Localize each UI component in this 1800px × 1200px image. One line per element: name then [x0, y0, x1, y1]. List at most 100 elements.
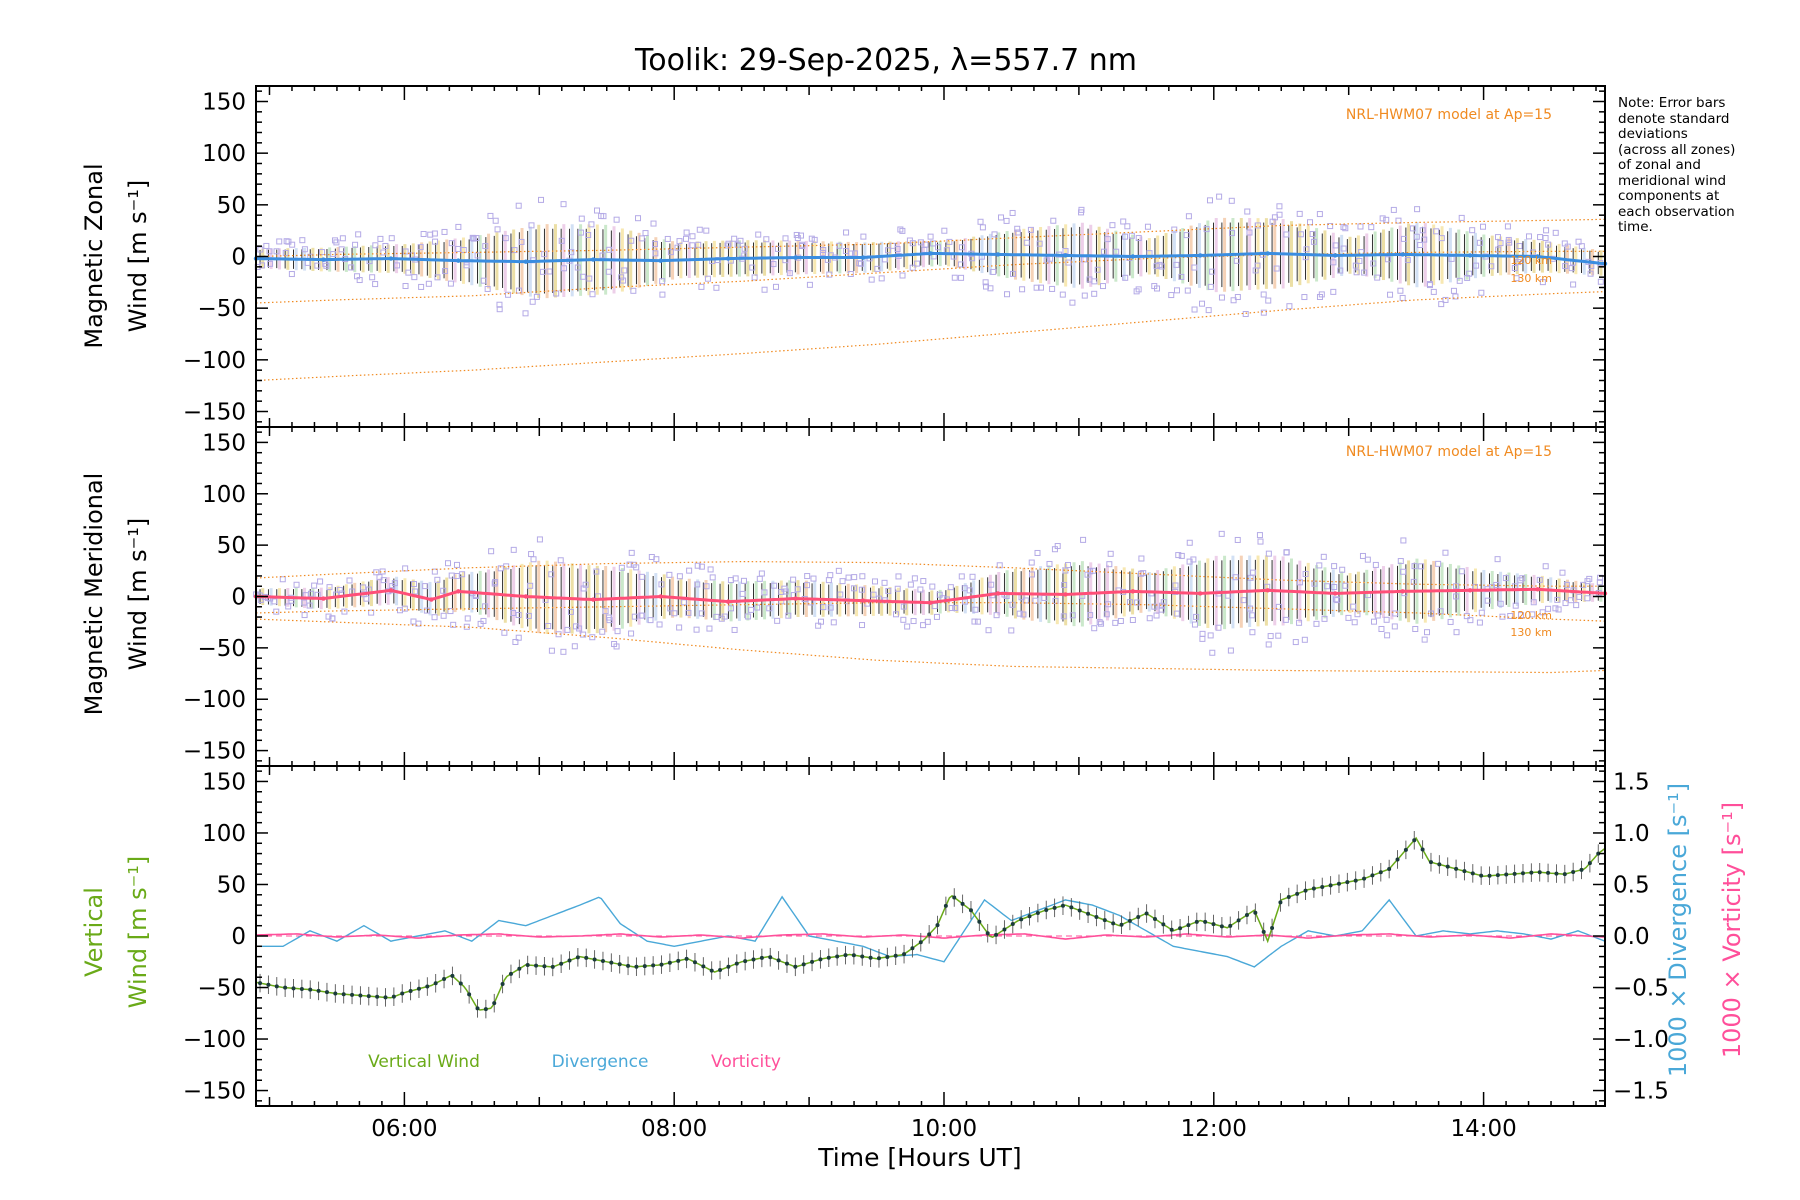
vertical-ytick-label: 100: [202, 821, 246, 847]
legend-vertical-wind: Vertical Wind: [368, 1052, 480, 1072]
zonal-zone-point: [620, 277, 627, 284]
zonal-zone-point: [659, 291, 666, 298]
zonal-zone-point: [664, 235, 671, 242]
vertical-wind-point: [500, 982, 505, 987]
zonal-zone-point: [630, 287, 637, 294]
zonal-zone-point: [1254, 222, 1261, 229]
vertical-wind-point: [1086, 911, 1091, 916]
meridional-zone-point: [721, 613, 728, 620]
zonal-zone-point: [826, 271, 833, 278]
vertical-wind-point: [1579, 867, 1584, 872]
note-line: deviations: [1618, 126, 1688, 142]
meridional-wind-point: [1467, 588, 1473, 593]
zonal-zone-point: [539, 268, 546, 275]
meridional-zone-point: [1435, 560, 1442, 567]
meridional-zone-point: [515, 612, 522, 619]
meridional-zone-point: [988, 581, 995, 588]
meridional-zone-point: [545, 623, 552, 630]
meridional-zone-point: [785, 612, 792, 619]
zonal-zone-point: [1356, 257, 1363, 264]
zonal-zone-point: [894, 246, 901, 253]
zonal-zone-point: [372, 242, 379, 249]
vertical-wind-point: [968, 908, 973, 913]
meridional-ylabel-line1: Magnetic Meridional: [80, 473, 108, 716]
vertical-wind-point: [1186, 923, 1191, 928]
meridional-zone-point: [859, 622, 866, 629]
meridional-zone-point: [630, 561, 637, 568]
zonal-zone-point: [1191, 306, 1198, 313]
zonal-zone-point: [843, 229, 850, 236]
meridional-zone-point: [686, 567, 693, 574]
meridional-zone-point: [341, 608, 348, 615]
vertical-wind-point: [1387, 867, 1392, 872]
zonal-wind-point: [1467, 253, 1473, 258]
zonal-zone-point: [1399, 294, 1406, 301]
vertical-wind-point: [893, 953, 898, 958]
meridional-zone-point: [571, 643, 578, 650]
vertical-wind-point: [626, 963, 631, 968]
vertical-wind-point: [784, 961, 789, 966]
meridional-zone-point: [666, 571, 673, 578]
zonal-zone-point: [1552, 229, 1559, 236]
zonal-zone-point: [713, 284, 720, 291]
meridional-zone-point: [647, 617, 654, 624]
meridional-zone-point: [1418, 563, 1425, 570]
meridional-zone-point: [389, 583, 396, 590]
zonal-zone-point: [856, 260, 863, 267]
zonal-model-label: NRL-HWM07 model at Ap=15: [1346, 107, 1552, 123]
zonal-zone-point: [1144, 223, 1151, 230]
meridional-zone-point: [1411, 563, 1418, 570]
zonal-zone-point: [1091, 278, 1098, 285]
meridional-zone-point: [676, 624, 683, 631]
zonal-zone-point: [941, 227, 948, 234]
zonal-zone-point: [884, 247, 891, 254]
zonal-zone-point: [1184, 287, 1191, 294]
zonal-zone-point: [528, 222, 535, 229]
zonal-zone-point: [420, 231, 427, 238]
meridional-zone-point: [564, 626, 571, 633]
zonal-ylabel-line2: Wind [m s⁻¹]: [124, 180, 152, 332]
zonal-zone-point: [731, 235, 738, 242]
meridional-wind-point: [1535, 587, 1540, 592]
meridional-zone-point: [602, 608, 609, 615]
meridional-zone-point: [1215, 624, 1222, 631]
vertical-wind-point: [952, 895, 957, 900]
vertical-wind-point: [433, 981, 438, 986]
zonal-zone-point: [1033, 284, 1040, 291]
vertical-wind-point: [1370, 873, 1375, 878]
meridional-zone-point: [1069, 612, 1076, 619]
right-ytick-label: −0.5: [1613, 976, 1669, 1002]
zonal-zone-point: [352, 241, 359, 248]
meridional-zone-point: [1555, 606, 1562, 613]
vertical-ytick-label: 50: [217, 872, 246, 898]
zonal-zone-point: [1438, 235, 1445, 242]
meridional-wind-point: [928, 600, 933, 605]
zonal-zone-point: [1318, 291, 1325, 298]
meridional-zone-point: [966, 587, 973, 594]
meridional-zone-point: [605, 614, 612, 621]
vertical-wind-point: [1203, 919, 1208, 924]
vertical-wind-point: [759, 955, 764, 960]
zonal-zone-point: [394, 262, 401, 269]
meridional-zone-point: [1054, 543, 1061, 550]
meridional-zone-point: [781, 585, 788, 592]
zonal-zone-point: [1368, 224, 1375, 231]
meridional-zone-point: [1106, 561, 1113, 568]
meridional-zone-point: [580, 631, 587, 638]
meridional-zone-point: [1160, 599, 1167, 606]
vertical-wind-point: [1311, 886, 1316, 891]
zonal-zone-point: [914, 260, 921, 267]
vertical-wind-point: [927, 932, 932, 937]
zonal-zone-point: [1525, 233, 1532, 240]
meridional-zone-point: [1265, 550, 1272, 557]
meridional-zone-point: [527, 582, 534, 589]
meridional-zone-point: [1397, 558, 1404, 565]
zonal-zone-point: [511, 247, 518, 254]
meridional-zone-point: [1372, 561, 1379, 568]
vertical-wind-point: [1529, 870, 1534, 875]
zonal-zone-point: [1327, 223, 1334, 230]
panel-zonal: 150 100 50 0 −50 −100 −150: [183, 85, 1608, 428]
vertical-wind-point: [1571, 869, 1576, 874]
zonal-wind-point: [456, 258, 461, 263]
meridional-zone-point: [744, 613, 751, 620]
